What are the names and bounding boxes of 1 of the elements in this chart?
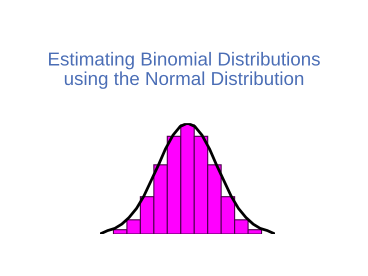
chart-title: Estimating Binomial Distributions using the Normal Distribution [49,52,320,89]
